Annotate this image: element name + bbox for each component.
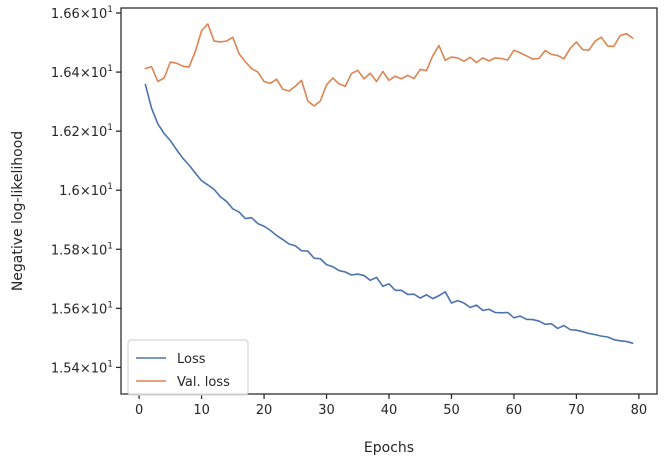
plot-lines [144,23,634,345]
y-tick-label: 1.66×101 [51,5,113,22]
y-tick-label: 1.62×101 [51,123,113,140]
legend: Loss Val. loss [127,339,249,396]
y-axis-label: Negative log-likelihood [10,131,26,291]
x-tick-label: 80 [631,403,648,418]
x-tick-label: 60 [506,403,523,418]
series-line-val-loss [144,23,634,107]
y-tick-label: 1.58×101 [51,241,113,258]
series-line-loss [144,83,634,345]
x-axis-label: Epochs [364,440,414,456]
x-axis-ticks: 0 10 20 30 40 50 60 70 80 [135,394,647,418]
y-tick-label: 1.56×101 [51,300,113,317]
y-tick-label: 1.54×101 [51,359,113,376]
legend-val-loss-label: Val. loss [177,375,230,390]
legend-loss-label: Loss [177,352,206,367]
y-tick-label: 1.6×101 [59,182,113,199]
x-tick-label: 50 [443,403,460,418]
x-tick-label: 10 [193,403,210,418]
x-tick-label: 40 [381,403,398,418]
x-tick-label: 30 [318,403,335,418]
x-tick-label: 70 [568,403,585,418]
x-tick-label: 0 [135,403,143,418]
y-axis-ticks: 1.54×101 1.56×101 1.58×101 1.6×101 1.62×101 1… [51,5,121,376]
x-tick-label: 20 [256,403,273,418]
y-tick-label: 1.64×101 [51,64,113,81]
axes-frame [120,7,658,395]
